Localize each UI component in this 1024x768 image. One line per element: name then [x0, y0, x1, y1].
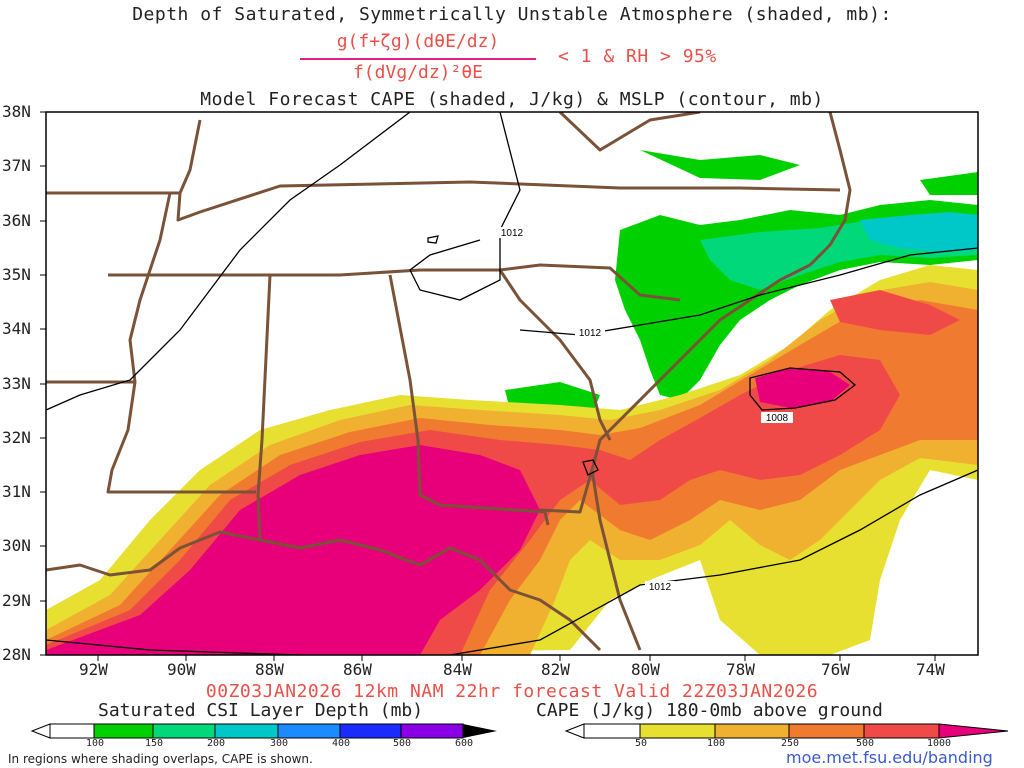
- state-border-va: [558, 112, 701, 152]
- cape-shade-500-ne: [830, 290, 960, 335]
- isobar-label-bg: [575, 327, 605, 338]
- isobar-label-4: 1012: [649, 582, 672, 593]
- isobar-label-bg: [497, 227, 527, 238]
- coastline-florida: [590, 469, 642, 651]
- legend-csi-bar: [30, 723, 497, 739]
- title-line3: Model Forecast CAPE (shaded, J/kg) & MSL…: [200, 89, 824, 110]
- lon-label-82w: 82W: [541, 660, 570, 679]
- legend-csi-tick: 100: [86, 738, 105, 749]
- legend-cape-tick: 500: [856, 738, 875, 749]
- geography-layer: [46, 112, 852, 652]
- csi-shade-ne: [920, 172, 978, 195]
- coastline-southeast: [539, 112, 852, 514]
- lat-label-37n: 37N: [2, 156, 31, 175]
- legend-csi-tick: 300: [270, 738, 289, 749]
- lon-label-80w: 80W: [631, 660, 660, 679]
- isobar-small-contour: [427, 235, 439, 244]
- state-border-la: [46, 380, 256, 494]
- overlap-note: In regions where shading overlaps, CAPE …: [8, 752, 313, 766]
- coastline-gulf: [46, 530, 602, 652]
- fraction-bar: [300, 58, 536, 60]
- valid-time: 00Z03JAN2026 12km NAM 22hr forecast Vali…: [205, 681, 819, 702]
- isobar-label-2: 1012: [579, 328, 602, 339]
- lat-label-31n: 31N: [2, 482, 31, 501]
- legend-csi-tick: 400: [332, 738, 351, 749]
- state-border-tn-south: [108, 263, 681, 302]
- isobar-1012-north: [409, 112, 521, 301]
- cape-shade-1000: [46, 445, 540, 655]
- lon-label-86w: 86W: [343, 660, 372, 679]
- axis-ticks: [40, 111, 936, 661]
- isobar-1012-south: [46, 469, 978, 655]
- lon-label-74w: 74W: [916, 660, 945, 679]
- lon-label-92w: 92W: [79, 660, 108, 679]
- state-border-al-ga: [388, 274, 550, 526]
- lon-label-90w: 90W: [167, 660, 196, 679]
- csi-shade-300: [860, 212, 978, 252]
- legend-csi-tick: 600: [455, 738, 474, 749]
- lat-label-30n: 30N: [2, 536, 31, 555]
- legend-csi-label: Saturated CSI Layer Depth (mb): [98, 700, 424, 721]
- lat-label-32n: 32N: [2, 428, 31, 447]
- lon-label-84w: 84W: [443, 660, 472, 679]
- isobar-small-contour-ga: [582, 459, 599, 476]
- lat-label-33n: 33N: [2, 374, 31, 393]
- lat-label-29n: 29N: [2, 591, 31, 610]
- formula-denominator: f(dVg/dz)²θE: [352, 62, 484, 83]
- lat-label-28n: 28N: [2, 645, 31, 664]
- mississippi-river: [128, 119, 202, 383]
- isobar-1008: [749, 367, 857, 411]
- legend-cape-tick: 100: [707, 738, 726, 749]
- legend-cape-label: CAPE (J/kg) 180-0mb above ground: [536, 700, 883, 721]
- lon-label-76w: 76W: [821, 660, 850, 679]
- csi-shade-north: [640, 150, 800, 180]
- shading-layer: [46, 150, 978, 655]
- lat-label-35n: 35N: [2, 265, 31, 284]
- legend-cape-bar: [564, 723, 1009, 739]
- legend-csi-tick: 500: [393, 738, 412, 749]
- formula-condition: < 1 & RH > 95%: [558, 46, 717, 67]
- isobar-label-1: 1012: [501, 228, 524, 239]
- state-border-ms-al: [256, 274, 272, 541]
- legend-cape-tick: 250: [781, 738, 800, 749]
- isobar-label-3: 1008: [766, 413, 789, 424]
- lon-label-78w: 78W: [726, 660, 755, 679]
- lat-label-34n: 34N: [2, 319, 31, 338]
- source-url[interactable]: moe.met.fsu.edu/banding: [786, 748, 993, 767]
- isobar-1012-west: [46, 112, 411, 411]
- title-line1: Depth of Saturated, Symmetrically Unstab…: [132, 4, 892, 25]
- state-border-ga-sc: [498, 269, 612, 441]
- cape-shade-1000-offshore: [755, 368, 850, 408]
- legend-csi-tick: 200: [207, 738, 226, 749]
- lat-label-36n: 36N: [2, 211, 31, 230]
- legend-cape-tick: 1000: [927, 738, 952, 749]
- state-border-ky-tn: [46, 180, 841, 222]
- isobar-label-bg: [761, 412, 793, 423]
- lat-label-38n: 38N: [2, 102, 31, 121]
- legend-csi-tick: 150: [145, 738, 164, 749]
- lon-label-88w: 88W: [255, 660, 284, 679]
- formula-numerator: g(f+ζg)(dθE/dz): [336, 31, 500, 52]
- legend-cape-tick: 50: [635, 738, 648, 749]
- isobar-label-bg: [645, 581, 675, 592]
- isobar-layer: [46, 112, 978, 655]
